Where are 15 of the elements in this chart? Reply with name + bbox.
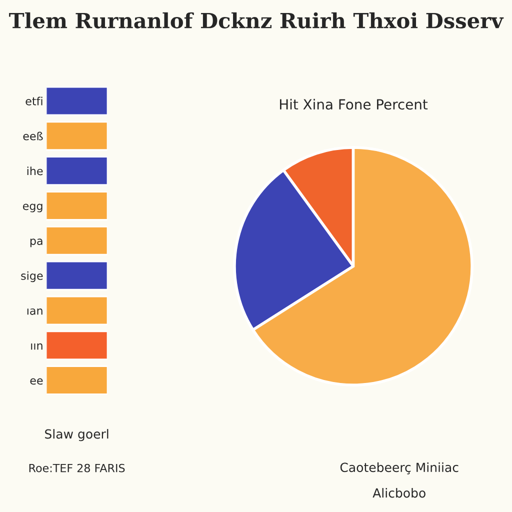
y-tick-label: sige [21,271,43,282]
text: Caotebeerç Miniiac [340,462,458,474]
y-tick-label: ıın [31,343,42,350]
y-tick-label: ıan [27,308,42,315]
chart-subtitle: Hit Xina Fone Percent [280,98,428,110]
x-axis-title: Slaw goerl [45,429,108,442]
text: Tlem Rurnanlof Dcknz Ruirh Thxoi Dsserv [9,12,504,28]
y-tick-label: ihe [27,166,43,176]
y-tick-label: eeß [23,132,43,140]
text: Roe:TEF 28 FARIS [29,464,125,472]
text: Alicbobo [372,488,426,498]
y-tick-label: ee [30,378,43,385]
y-tick-label: egg [22,204,42,212]
y-tick-label: etfi [26,96,42,106]
y-tick-label: pa [30,238,42,248]
